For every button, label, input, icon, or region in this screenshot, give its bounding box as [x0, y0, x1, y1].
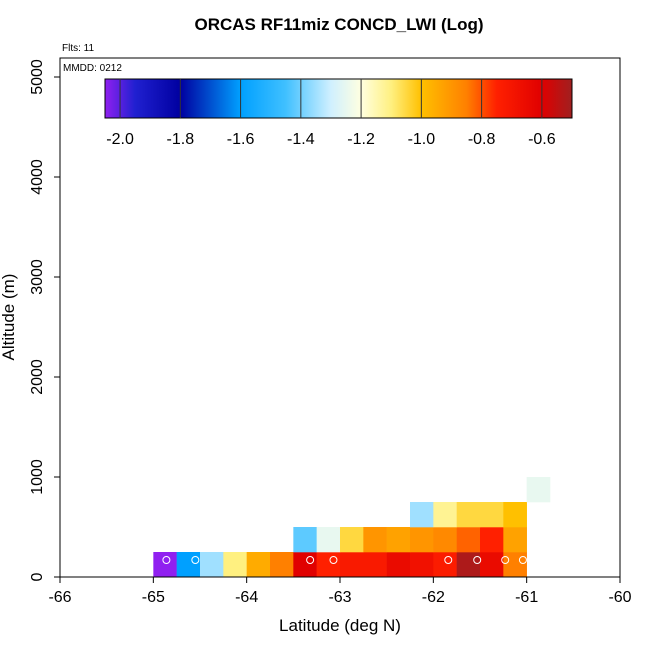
flight-point — [191, 556, 200, 564]
heatmap-cell — [410, 552, 434, 578]
x-tick-label: -64 — [235, 589, 258, 606]
heatmap-cell — [386, 527, 411, 553]
colorbar-tick-label: -1.0 — [408, 131, 436, 148]
heatmap-cell — [363, 527, 387, 553]
x-tick-label: -66 — [48, 589, 71, 606]
x-tick-label: -65 — [142, 589, 165, 606]
x-tick-label: -61 — [515, 589, 538, 606]
heatmap-cell — [340, 527, 364, 553]
x-tick-label: -60 — [608, 589, 631, 606]
heatmap-cell — [456, 502, 481, 528]
heatmap-cell — [153, 552, 177, 578]
colorbar-tick-label: -1.4 — [287, 131, 315, 148]
colorbar-tick-label: -1.6 — [227, 131, 255, 148]
heatmap-cell — [480, 552, 504, 578]
heatmap-cell — [433, 552, 457, 578]
heatmap-cell — [433, 527, 457, 553]
heatmap-cell — [503, 502, 527, 528]
flight-point — [329, 556, 338, 564]
colorbar-tick-label: -0.6 — [528, 131, 556, 148]
heatmap-cell — [270, 552, 294, 578]
heatmap-cell — [503, 527, 527, 553]
y-tick-label: 2000 — [29, 359, 46, 395]
flight-point — [306, 556, 315, 564]
colorbar-tick-label: -2.0 — [106, 131, 134, 148]
colorbar-tick-label: -1.8 — [167, 131, 195, 148]
heatmap-cell — [293, 552, 317, 578]
heatmap-cell — [456, 527, 481, 553]
heatmap-cell — [293, 527, 317, 553]
annotation: Flts: 11 — [62, 43, 94, 54]
chart-title: ORCAS RF11miz CONCD_LWI (Log) — [194, 15, 483, 34]
flight-point — [473, 556, 482, 564]
heatmap-cell — [246, 552, 271, 578]
heatmap-cell — [480, 502, 504, 528]
y-tick-label: 4000 — [29, 159, 46, 195]
heatmap-cell — [526, 477, 551, 503]
flight-point — [444, 556, 453, 564]
colorbar-tick-label: -0.8 — [468, 131, 496, 148]
x-axis-title: Latitude (deg N) — [279, 616, 401, 635]
y-axis-title: Altitude (m) — [0, 274, 18, 361]
heatmap-cell — [480, 527, 504, 553]
heatmap-cell — [200, 552, 224, 578]
heatmap-cell — [340, 552, 364, 578]
y-tick-label: 0 — [29, 572, 46, 581]
y-tick-label: 5000 — [29, 59, 46, 95]
heatmap-cell — [316, 527, 341, 553]
flight-point — [518, 556, 527, 564]
heatmap-cell — [223, 552, 247, 578]
heatmap-cell — [316, 552, 341, 578]
x-tick-label: -63 — [328, 589, 351, 606]
x-tick-label: -62 — [422, 589, 445, 606]
flight-point — [501, 556, 510, 564]
heatmap-cell — [386, 552, 411, 578]
heatmap-cell — [433, 502, 457, 528]
colorbar — [104, 78, 573, 119]
heatmap-cell — [410, 502, 434, 528]
heatmap-cell — [176, 552, 201, 578]
colorbar-tick-label: -1.2 — [347, 131, 375, 148]
flight-point — [162, 556, 171, 564]
y-tick-label: 1000 — [29, 459, 46, 495]
heatmap-cell — [363, 552, 387, 578]
heatmap-cell — [410, 527, 434, 553]
annotation: MMDD: 0212 — [63, 63, 122, 74]
y-tick-label: 3000 — [29, 259, 46, 295]
heatmap-cell — [456, 552, 481, 578]
heatmap-cell — [503, 552, 527, 578]
